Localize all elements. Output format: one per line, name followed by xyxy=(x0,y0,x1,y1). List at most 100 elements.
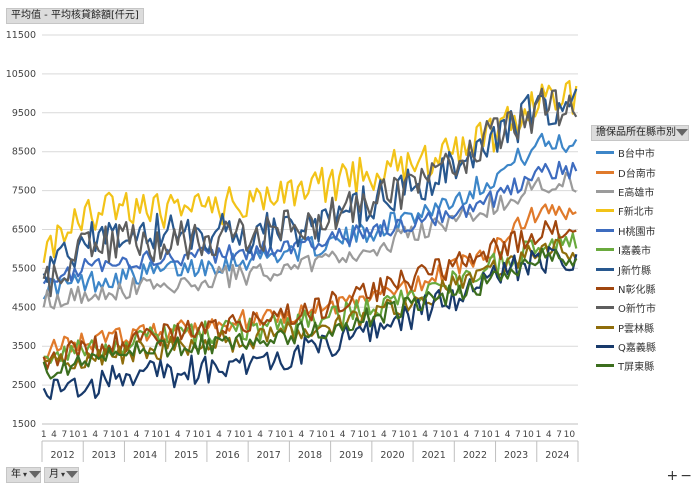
legend-label: P雲林縣 xyxy=(618,323,655,335)
x-month-tick-label: 10 xyxy=(316,430,328,440)
x-month-tick-label: 7 xyxy=(226,430,232,440)
x-month-tick-label: 4 xyxy=(175,430,181,440)
x-month-tick-label: 4 xyxy=(299,430,305,440)
zoom-controls: +− xyxy=(667,468,694,484)
x-month-tick-label: 7 xyxy=(474,430,480,440)
legend-label: Q嘉義縣 xyxy=(618,343,656,355)
x-year-label: 2019 xyxy=(339,450,363,461)
legend-item: J新竹縣 xyxy=(596,259,696,278)
value-field-button[interactable]: 平均值 - 平均核貸餘額[仟元] xyxy=(6,8,144,24)
legend-label: N彰化縣 xyxy=(618,284,656,296)
x-month-tick-label: 4 xyxy=(381,430,387,440)
x-month-tick-label: 7 xyxy=(556,430,562,440)
y-tick-label: 6500 xyxy=(12,225,36,236)
x-year-label: 2015 xyxy=(174,450,198,461)
legend-item: Q嘉義縣 xyxy=(596,337,696,356)
legend-label: T屏東縣 xyxy=(618,362,655,374)
x-month-tick-label: 4 xyxy=(92,430,98,440)
x-month-tick-label: 10 xyxy=(193,430,205,440)
y-tick-label: 9500 xyxy=(12,108,36,119)
x-month-tick-label: 1 xyxy=(206,430,212,440)
legend-item: T屏東縣 xyxy=(596,356,696,375)
x-month-tick-label: 4 xyxy=(257,430,263,440)
legend-item: O新竹市 xyxy=(596,298,696,317)
x-month-tick-label: 7 xyxy=(144,430,150,440)
x-month-tick-label: 4 xyxy=(51,430,57,440)
x-month-tick-label: 7 xyxy=(391,430,397,440)
x-month-tick-label: 4 xyxy=(546,430,552,440)
x-month-tick-label: 7 xyxy=(515,430,521,440)
series-line-B台中市 xyxy=(42,132,578,300)
legend-swatch xyxy=(596,364,614,368)
legend-swatch xyxy=(596,189,614,193)
dropdown-icon: ▾ xyxy=(23,470,28,479)
x-month-tick-label: 4 xyxy=(216,430,222,440)
x-year-label: 2021 xyxy=(422,450,446,461)
x-month-tick-label: 1 xyxy=(288,430,294,440)
x-month-tick-label: 1 xyxy=(329,430,335,440)
y-tick-label: 2500 xyxy=(12,380,36,391)
y-tick-label: 11500 xyxy=(6,30,36,41)
legend-item: E高雄市 xyxy=(596,182,696,201)
x-month-tick-label: 1 xyxy=(412,430,418,440)
legend-field-button[interactable]: 擔保品所在縣市別 xyxy=(591,125,689,141)
x-month-tick-label: 1 xyxy=(82,430,88,440)
series-line-E高雄市 xyxy=(42,171,577,310)
x-year-label: 2024 xyxy=(545,450,569,461)
legend-label: O新竹市 xyxy=(618,304,656,316)
month-filter-icon[interactable] xyxy=(66,471,78,478)
series-line-F新北市 xyxy=(42,79,578,263)
legend-label: J新竹縣 xyxy=(618,265,651,277)
legend-swatch xyxy=(596,209,614,213)
x-month-tick-label: 1 xyxy=(536,430,542,440)
legend-item: N彰化縣 xyxy=(596,279,696,298)
legend-item: I嘉義市 xyxy=(596,240,696,259)
legend-label: B台中市 xyxy=(618,149,655,161)
x-month-tick-label: 7 xyxy=(61,430,67,440)
legend-label: I嘉義市 xyxy=(618,246,651,258)
series-line-N彰化縣 xyxy=(42,220,577,371)
legend-label: F新北市 xyxy=(618,207,654,219)
x-month-tick-label: 10 xyxy=(399,430,411,440)
legend-swatch xyxy=(596,151,614,155)
x-month-tick-label: 4 xyxy=(134,430,140,440)
x-month-tick-label: 1 xyxy=(123,430,129,440)
x-month-tick-label: 1 xyxy=(165,430,171,440)
legend-item: H桃園市 xyxy=(596,221,696,240)
x-month-tick-label: 10 xyxy=(440,430,452,440)
legend-label: H桃園市 xyxy=(618,226,656,238)
expand-button[interactable]: + xyxy=(666,468,681,484)
x-month-tick-label: 10 xyxy=(275,430,287,440)
legend-swatch xyxy=(596,170,614,174)
x-year-label: 2012 xyxy=(51,450,75,461)
legend-swatch xyxy=(596,267,614,271)
x-month-tick-label: 7 xyxy=(309,430,315,440)
y-tick-label: 5500 xyxy=(12,263,36,274)
legend-swatch xyxy=(596,325,614,329)
x-year-label: 2017 xyxy=(257,450,281,461)
y-tick-label: 1500 xyxy=(12,419,36,430)
legend-label: E高雄市 xyxy=(618,187,655,199)
x-month-tick-label: 4 xyxy=(463,430,469,440)
x-month-tick-label: 7 xyxy=(350,430,356,440)
y-tick-label: 4500 xyxy=(12,302,36,313)
y-tick-label: 7500 xyxy=(12,186,36,197)
x-month-tick-label: 10 xyxy=(564,430,576,440)
legend: B台中市 D台南市 E高雄市 F新北市 H桃園市 I嘉義市 J新竹縣 N彰化縣 O新竹市 P雲林縣… xyxy=(596,143,696,376)
collapse-button[interactable]: − xyxy=(680,468,694,484)
x-month-tick-label: 7 xyxy=(103,430,109,440)
x-month-tick-label: 10 xyxy=(151,430,163,440)
x-year-label: 2022 xyxy=(463,450,487,461)
year-filter-icon[interactable] xyxy=(29,471,41,478)
x-month-tick-label: 10 xyxy=(69,430,81,440)
x-month-tick-label: 10 xyxy=(234,430,246,440)
x-month-tick-label: 7 xyxy=(268,430,274,440)
y-tick-label: 3500 xyxy=(12,341,36,352)
series-line-H桃園市 xyxy=(42,160,578,285)
x-month-tick-label: 1 xyxy=(41,430,47,440)
legend-filter-icon[interactable] xyxy=(676,129,688,136)
x-month-tick-label: 4 xyxy=(340,430,346,440)
x-month-tick-label: 1 xyxy=(371,430,377,440)
